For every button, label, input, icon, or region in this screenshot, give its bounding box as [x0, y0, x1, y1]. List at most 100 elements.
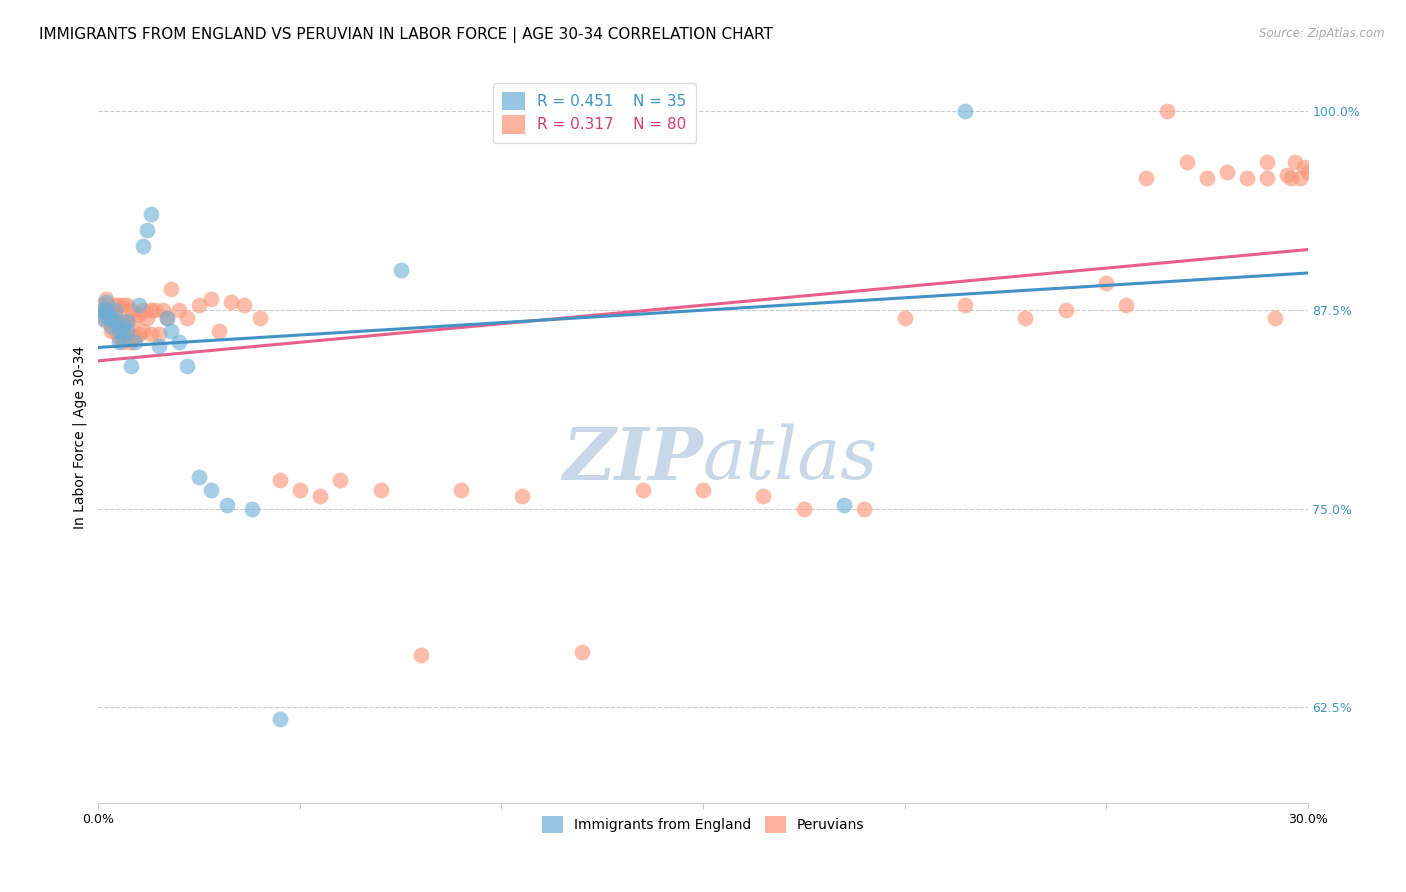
Point — [96, 308, 118, 322]
Point — [115, 314, 138, 328]
Point — [132, 302, 155, 317]
Point — [111, 318, 134, 333]
Point — [1195, 170, 1218, 185]
Point — [232, 298, 254, 312]
Point — [96, 302, 118, 317]
Point — [631, 483, 654, 497]
Point — [752, 489, 775, 503]
Point — [217, 499, 239, 513]
Point — [188, 298, 211, 312]
Point — [1256, 170, 1278, 185]
Point — [100, 324, 122, 338]
Point — [96, 294, 118, 309]
Point — [103, 308, 125, 322]
Point — [249, 310, 271, 325]
Text: Source: ZipAtlas.com: Source: ZipAtlas.com — [1260, 27, 1385, 40]
Point — [240, 501, 263, 516]
Point — [176, 310, 198, 325]
Point — [139, 207, 162, 221]
Point — [124, 334, 146, 349]
Point — [115, 298, 138, 312]
Point — [200, 292, 222, 306]
Point — [103, 324, 125, 338]
Point — [148, 326, 170, 341]
Point — [692, 483, 714, 497]
Point — [107, 330, 129, 344]
Point — [832, 499, 855, 513]
Point — [132, 324, 155, 338]
Point — [107, 334, 129, 349]
Point — [1216, 164, 1239, 178]
Point — [132, 239, 155, 253]
Point — [409, 648, 432, 662]
Point — [111, 314, 134, 328]
Point — [124, 310, 146, 325]
Point — [188, 470, 211, 484]
Point — [100, 302, 122, 317]
Point — [91, 298, 114, 312]
Point — [103, 302, 125, 317]
Point — [120, 324, 142, 338]
Point — [156, 310, 179, 325]
Point — [124, 330, 146, 344]
Point — [1095, 276, 1118, 290]
Point — [208, 324, 231, 338]
Text: IMMIGRANTS FROM ENGLAND VS PERUVIAN IN LABOR FORCE | AGE 30-34 CORRELATION CHART: IMMIGRANTS FROM ENGLAND VS PERUVIAN IN L… — [39, 27, 773, 43]
Point — [156, 310, 179, 325]
Point — [1264, 310, 1286, 325]
Point — [450, 483, 472, 497]
Point — [107, 298, 129, 312]
Point — [96, 302, 118, 317]
Point — [96, 292, 118, 306]
Point — [100, 310, 122, 325]
Point — [111, 334, 134, 349]
Point — [91, 310, 114, 325]
Point — [370, 483, 392, 497]
Point — [853, 501, 876, 516]
Point — [1284, 155, 1306, 169]
Point — [107, 324, 129, 338]
Point — [309, 489, 332, 503]
Point — [100, 318, 122, 333]
Point — [120, 334, 142, 349]
Text: atlas: atlas — [703, 424, 879, 494]
Point — [1277, 168, 1299, 182]
Point — [1014, 310, 1036, 325]
Point — [139, 302, 162, 317]
Point — [103, 314, 125, 328]
Point — [389, 263, 412, 277]
Point — [510, 489, 533, 503]
Point — [1156, 104, 1178, 119]
Y-axis label: In Labor Force | Age 30-34: In Labor Force | Age 30-34 — [73, 345, 87, 529]
Point — [160, 282, 183, 296]
Point — [160, 324, 183, 338]
Point — [1054, 302, 1077, 317]
Point — [143, 302, 166, 317]
Point — [1292, 160, 1315, 174]
Point — [139, 326, 162, 341]
Point — [571, 645, 593, 659]
Point — [221, 294, 243, 309]
Point — [176, 359, 198, 373]
Point — [953, 298, 976, 312]
Point — [1296, 164, 1319, 178]
Point — [1115, 298, 1137, 312]
Point — [115, 324, 138, 338]
Point — [1256, 155, 1278, 169]
Legend: Immigrants from England, Peruvians: Immigrants from England, Peruvians — [534, 809, 872, 839]
Point — [111, 330, 134, 344]
Point — [1175, 155, 1198, 169]
Point — [1281, 170, 1303, 185]
Point — [571, 104, 593, 119]
Point — [329, 473, 352, 487]
Point — [953, 104, 976, 119]
Point — [167, 302, 190, 317]
Point — [1135, 170, 1157, 185]
Point — [120, 302, 142, 317]
Point — [148, 339, 170, 353]
Point — [103, 298, 125, 312]
Point — [128, 298, 150, 312]
Point — [135, 223, 157, 237]
Point — [288, 483, 311, 497]
Point — [96, 314, 118, 328]
